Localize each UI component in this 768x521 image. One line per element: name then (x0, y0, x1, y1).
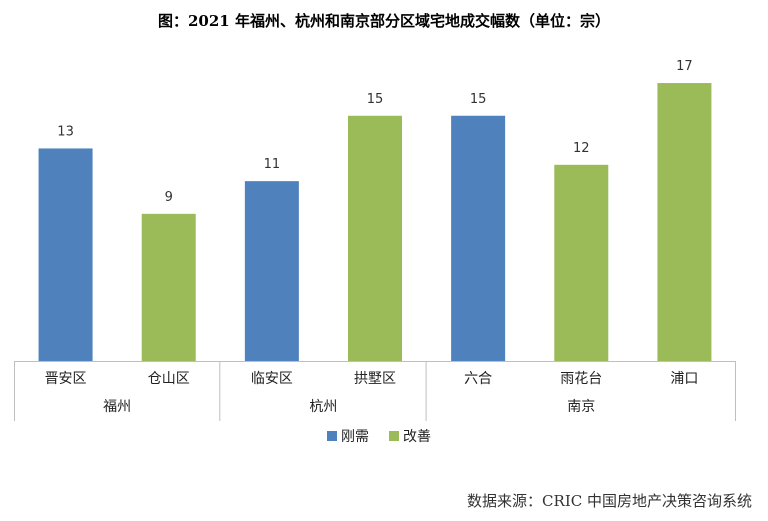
category-label: 拱墅区 (354, 371, 396, 387)
bar-仓山区 (141, 213, 196, 361)
data-source: 数据来源：CRIC 中国房地产决策咨询系统 (467, 492, 752, 510)
data-label: 12 (573, 141, 590, 156)
data-label: 15 (367, 92, 384, 107)
group-label: 福州 (103, 399, 131, 415)
bar-浦口 (657, 83, 712, 362)
group-label: 南京 (567, 399, 595, 415)
data-label: 11 (264, 157, 281, 172)
data-label: 17 (676, 59, 693, 74)
category-label: 临安区 (251, 371, 293, 387)
bar-六合 (451, 115, 506, 361)
data-label: 9 (165, 190, 173, 205)
group-label: 杭州 (309, 399, 337, 415)
category-label: 浦口 (670, 371, 698, 387)
category-label: 仓山区 (148, 371, 190, 387)
bar-拱墅区 (348, 115, 402, 361)
legend-label: 改善 (403, 429, 431, 445)
bar-临安区 (244, 181, 299, 361)
category-label: 雨花台 (560, 371, 602, 387)
bar-雨花台 (554, 164, 609, 361)
data-label: 15 (470, 92, 487, 107)
category-label: 晋安区 (45, 371, 87, 387)
data-label: 13 (57, 124, 74, 139)
chart-title: 图：2021 年福州、杭州和南京部分区域宅地成交幅数（单位：宗） (158, 12, 610, 30)
legend-swatch (389, 431, 399, 441)
legend-label: 刚需 (341, 429, 369, 445)
category-label: 六合 (464, 371, 492, 387)
bar-晋安区 (38, 148, 93, 361)
legend-swatch (327, 431, 337, 441)
